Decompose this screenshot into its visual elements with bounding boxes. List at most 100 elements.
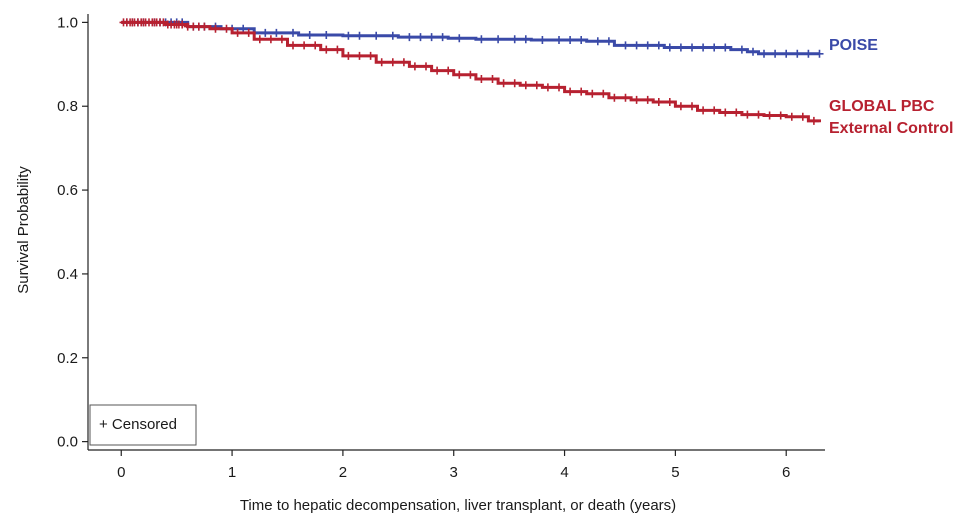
censor-mark (311, 41, 320, 50)
censor-mark (300, 41, 309, 50)
censor-mark (577, 36, 586, 44)
censor-mark (643, 95, 652, 104)
censor-mark (710, 43, 719, 52)
censor-mark (809, 116, 818, 125)
y-tick-label: 0.2 (57, 350, 78, 367)
censor-mark (737, 45, 746, 54)
censor-mark (355, 31, 364, 40)
censor-mark (377, 58, 386, 67)
censor-mark (782, 49, 791, 58)
censor-mark (410, 62, 419, 71)
censor-mark (388, 31, 397, 40)
censor-mark (632, 95, 641, 104)
censor-mark (566, 87, 575, 96)
censor-mark (699, 106, 708, 115)
censor-mark (798, 112, 807, 121)
censor-mark (422, 62, 430, 71)
censor-mark (322, 31, 331, 39)
censor-mark (200, 22, 209, 31)
censor-mark (532, 81, 541, 90)
censor-mark (632, 41, 641, 50)
censor-mark (688, 102, 696, 111)
legend-censored-text: + Censored (99, 416, 177, 433)
censor-mark (222, 24, 231, 33)
censor-mark (433, 66, 442, 75)
censor-marks-global-pbc (119, 18, 818, 125)
censor-mark (721, 108, 730, 117)
y-tick-label: 1.0 (57, 14, 78, 31)
x-tick-label: 4 (560, 464, 568, 481)
censor-mark (760, 49, 768, 58)
censor-mark (732, 108, 741, 117)
censor-mark (211, 24, 220, 33)
series-label-poise: POISE (829, 37, 878, 54)
x-tick-label: 1 (228, 464, 236, 481)
censor-mark (765, 111, 774, 120)
legend: + Censored (89, 404, 197, 446)
censor-mark (266, 35, 275, 44)
series-label-line-global-pbc: External Control (829, 120, 953, 137)
y-tick-label: 0.0 (57, 434, 78, 451)
censor-mark (305, 31, 314, 39)
censor-mark (438, 33, 447, 42)
censor-mark (710, 106, 719, 115)
censor-mark (455, 70, 464, 79)
censor-mark (621, 93, 630, 102)
axes: 0.0 0.2 0.4 0.6 0.8 1.0 0 1 2 3 4 5 6 (57, 14, 825, 481)
series-label-line-poise: POISE (829, 37, 878, 54)
legend-box (89, 404, 197, 446)
censor-mark (566, 36, 575, 44)
x-tick-label: 0 (117, 464, 125, 481)
censor-mark (621, 41, 630, 50)
censor-mark (754, 110, 763, 119)
censor-mark (510, 35, 519, 44)
censor-mark (604, 37, 613, 46)
censor-mark (538, 36, 547, 44)
censor-mark (793, 49, 802, 58)
censor-mark (665, 43, 674, 52)
censor-mark (721, 43, 730, 52)
series-label-line-global-pbc: GLOBAL PBC (829, 98, 935, 115)
censor-mark (521, 81, 530, 90)
censor-mark (272, 28, 281, 37)
censor-mark (455, 34, 464, 43)
series-label-global-pbc: GLOBAL PBC External Control (829, 98, 953, 137)
censor-mark (366, 51, 375, 60)
censor-mark (427, 33, 436, 42)
censor-mark (255, 35, 264, 44)
censor-mark (239, 24, 248, 33)
censor-mark (510, 79, 519, 88)
censor-mark (405, 33, 414, 42)
x-tick-label: 2 (339, 464, 347, 481)
x-axis-title: Time to hepatic decompensation, liver tr… (240, 497, 676, 514)
censor-mark (555, 36, 563, 44)
censor-mark (577, 87, 586, 96)
censor-mark (665, 98, 674, 106)
censor-mark (688, 43, 696, 52)
censor-mark (654, 41, 663, 50)
censor-mark (477, 35, 486, 44)
censor-mark (388, 58, 397, 67)
censor-mark (815, 49, 824, 58)
censor-mark (399, 58, 408, 67)
censor-mark (676, 102, 685, 111)
y-tick-label: 0.6 (57, 182, 78, 199)
censor-mark (804, 49, 813, 58)
censor-mark (344, 31, 353, 40)
censor-mark (555, 83, 563, 92)
censor-mark (244, 28, 253, 37)
censor-mark (333, 45, 342, 54)
y-tick-label: 0.8 (57, 98, 78, 115)
censor-mark (277, 35, 286, 44)
series-line-poise (121, 20, 820, 56)
censor-mark (654, 98, 663, 106)
censor-mark (593, 37, 602, 46)
censor-mark (771, 49, 780, 58)
censor-mark (289, 28, 297, 37)
censor-mark (159, 18, 168, 27)
censor-mark (355, 51, 364, 60)
censor-mark (610, 93, 619, 102)
censor-mark (372, 31, 381, 40)
x-tick-label: 6 (782, 464, 790, 481)
